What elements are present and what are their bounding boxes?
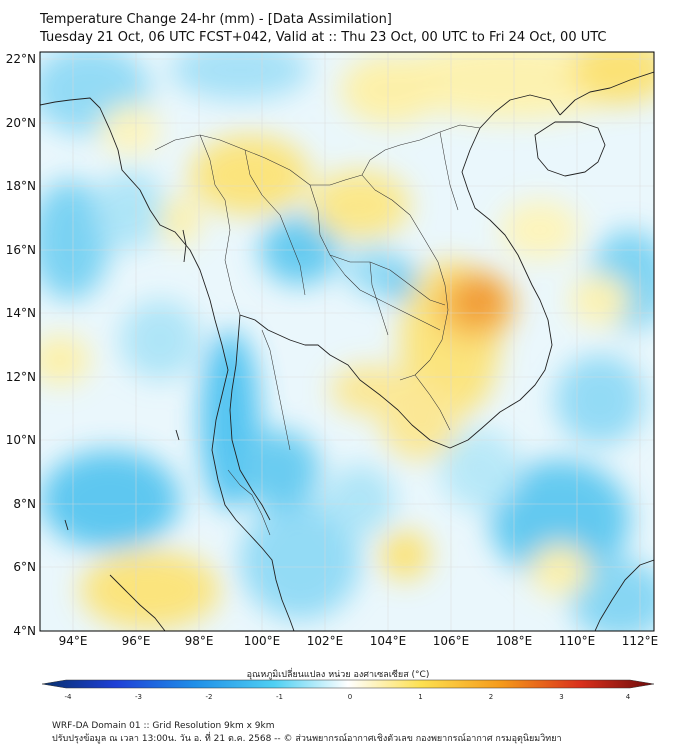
gulf-of-thailand-coast bbox=[239, 94, 561, 449]
temperature-field bbox=[40, 52, 654, 631]
lat-label: 22°N bbox=[6, 52, 36, 66]
lat-label: 20°N bbox=[6, 116, 36, 130]
colorbar-tick: 2 bbox=[489, 693, 493, 700]
map-frame bbox=[39, 51, 655, 632]
colorbar-ticks: -4 -3 -2 -1 0 1 2 3 4 bbox=[65, 693, 631, 700]
latitude-labels: 22°N 20°N 18°N 16°N 14°N 12°N 10°N 8°N 6… bbox=[6, 52, 36, 638]
gulf-west-shore bbox=[229, 314, 271, 521]
map-subtitle: Tuesday 21 Oct, 06 UTC FCST+042, Valid a… bbox=[40, 30, 607, 45]
lat-label: 6°N bbox=[13, 560, 36, 574]
south-china-coast bbox=[559, 71, 654, 116]
lon-label: 112°E bbox=[622, 634, 659, 648]
footer-credits: ปรับปรุงข้อมูล ณ เวลา 13:00น. วัน อ. ที่… bbox=[52, 734, 562, 744]
colorbar-title: อุณหภูมิเปลี่ยนแปลง หน่วย องศาเซลเซียส (… bbox=[246, 670, 430, 680]
lon-label: 110°E bbox=[559, 634, 596, 648]
colorbar-tick: -1 bbox=[276, 693, 283, 700]
temperature-change-map: 22°N 20°N 18°N 16°N 14°N 12°N 10°N 8°N 6… bbox=[6, 51, 659, 700]
lat-label: 14°N bbox=[6, 306, 36, 320]
colorbar-tick: 0 bbox=[348, 693, 352, 700]
lat-label: 16°N bbox=[6, 243, 36, 257]
lon-label: 96°E bbox=[122, 634, 151, 648]
lat-label: 4°N bbox=[13, 624, 36, 638]
lat-label: 18°N bbox=[6, 179, 36, 193]
colorbar-tick: -4 bbox=[65, 693, 73, 700]
footer-model-info: WRF-DA Domain 01 :: Grid Resolution 9km … bbox=[52, 721, 275, 731]
colorbar-tick: 3 bbox=[559, 693, 563, 700]
mainland-coastline bbox=[40, 97, 295, 631]
lon-label: 106°E bbox=[433, 634, 470, 648]
lon-label: 98°E bbox=[185, 634, 214, 648]
lat-label: 10°N bbox=[6, 433, 36, 447]
colorbar-tick: -2 bbox=[206, 693, 213, 700]
lon-label: 104°E bbox=[370, 634, 407, 648]
lat-label: 12°N bbox=[6, 370, 36, 384]
map-title: Temperature Change 24-hr (mm) - [Data As… bbox=[40, 12, 392, 27]
colorbar: -4 -3 -2 -1 0 1 2 3 4 bbox=[41, 679, 655, 700]
country-borders bbox=[154, 124, 481, 536]
andaman-islands bbox=[64, 229, 187, 531]
lat-label: 8°N bbox=[13, 497, 36, 511]
longitude-labels: 94°E 96°E 98°E 100°E 102°E 104°E 106°E 1… bbox=[59, 634, 659, 648]
colorbar-tick: 1 bbox=[418, 693, 422, 700]
lon-label: 108°E bbox=[496, 634, 533, 648]
lon-label: 100°E bbox=[244, 634, 281, 648]
colorbar-tick: -3 bbox=[135, 693, 142, 700]
colorbar-bar bbox=[41, 679, 655, 689]
lon-label: 94°E bbox=[59, 634, 88, 648]
hainan-island bbox=[534, 121, 606, 177]
lon-label: 102°E bbox=[307, 634, 344, 648]
coastlines bbox=[40, 71, 654, 631]
sumatra-coast bbox=[109, 574, 166, 631]
colorbar-tick: 4 bbox=[626, 693, 631, 700]
map-gridlines bbox=[40, 52, 654, 631]
borneo-coast bbox=[594, 559, 654, 631]
